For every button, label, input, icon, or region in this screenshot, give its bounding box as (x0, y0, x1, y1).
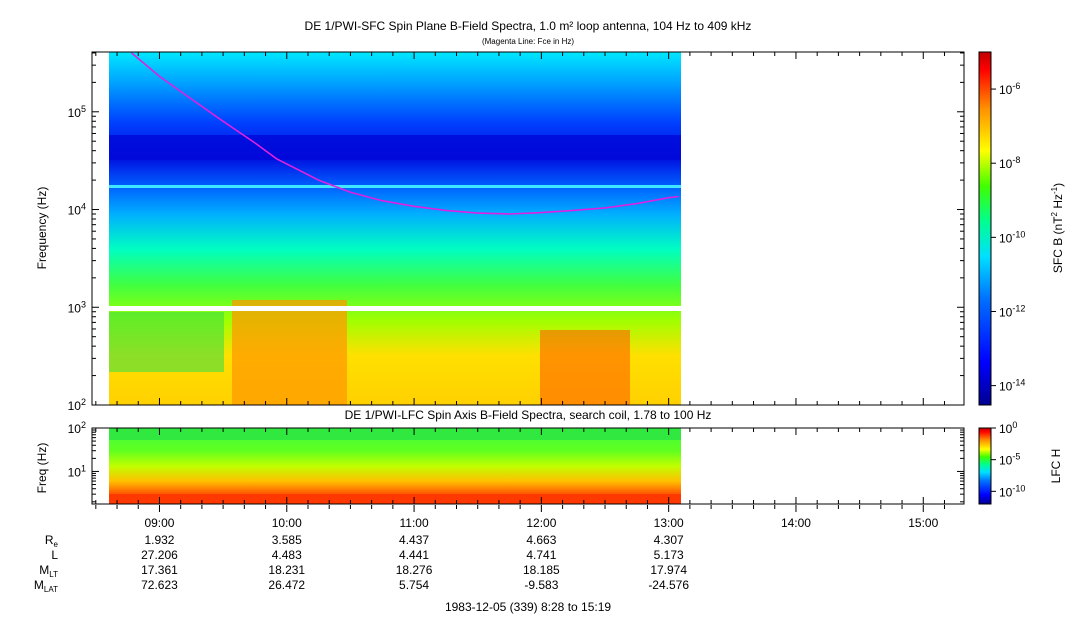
sfc-spectrogram-panel: 102 103 104 105 Frequency (Hz) (35, 51, 965, 413)
xtick-label: 12:00 (526, 516, 556, 530)
sfc-ylabel: Frequency (Hz) (35, 187, 49, 270)
ephemeris-value: 17.974 (650, 563, 687, 577)
ephemeris-value: 4.441 (399, 548, 429, 562)
ephemeris-value: 4.741 (526, 548, 556, 562)
sfc-ytick-label: 104 (68, 202, 86, 218)
lfc-colorbar-scale (978, 427, 992, 505)
ephemeris-value: 26.472 (268, 578, 305, 592)
lfc-ylabel: Freq (Hz) (35, 443, 49, 494)
sfc-title: DE 1/PWI-SFC Spin Plane B-Field Spectra,… (305, 19, 752, 33)
lfc-spectrogram-panel: 101 102 Freq (Hz) (35, 420, 965, 505)
xtick-label: 11:00 (399, 516, 428, 530)
sfc-axes-frame (91, 51, 965, 406)
ephemeris-value: 1.932 (144, 533, 174, 547)
lfc-ytick-label: 102 (68, 420, 86, 436)
ephemeris-table: Re 1.932 3.585 4.437 4.663 4.307 L 27.206 4.483 4… (34, 533, 689, 594)
fce-line (130, 52, 679, 215)
ephemeris-value: 4.663 (526, 533, 556, 547)
ephemeris-value: 4.437 (399, 533, 429, 547)
ephemeris-row-label: L (51, 548, 58, 562)
ephemeris-value: 72.623 (141, 578, 178, 592)
colorbar-tick-label: 10-10 (999, 483, 1025, 499)
sfc-ytick-label: 102 (68, 397, 86, 413)
sfc-colorbar-label: SFC B (nT2 Hz-1) (1050, 183, 1065, 273)
ephemeris-value: 27.206 (141, 548, 178, 562)
colorbar-tick-label: 10-5 (999, 452, 1020, 468)
colorbar-tick-label: 100 (999, 420, 1017, 436)
xtick-label: 14:00 (781, 516, 811, 530)
lfc-title: DE 1/PWI-LFC Spin Axis B-Field Spectra, … (345, 408, 712, 422)
lfc-colorbar-label: LFC H (1049, 449, 1063, 484)
sfc-ytick-label: 105 (68, 104, 86, 120)
colorbar-tick-label: 10-14 (999, 378, 1025, 394)
colorbar-tick-label: 10-8 (999, 155, 1020, 171)
ephemeris-value: 18.185 (523, 563, 560, 577)
sfc-band-line (109, 185, 681, 188)
lfc-spectrogram-image (109, 428, 681, 504)
sfc-colorbar: 10-6 10-8 10-10 10-12 10-14 SFC B (nT2 Hz-1) (978, 51, 1065, 406)
xtick-label: 10:00 (272, 516, 302, 530)
ephemeris-value: 18.276 (396, 563, 433, 577)
xtick-label: 15:00 (908, 516, 938, 530)
lfc-axes-frame (91, 427, 965, 505)
ephemeris-value: -24.576 (648, 578, 689, 592)
ephemeris-value: 18.231 (268, 563, 305, 577)
sfc-lowfreq-red (540, 330, 630, 405)
sfc-lowfreq-orange (232, 300, 347, 405)
footer-time-range: 1983-12-05 (339) 8:28 to 15:19 (445, 600, 611, 614)
xtick-label: 09:00 (144, 516, 174, 530)
ephemeris-value: 17.361 (141, 563, 178, 577)
sfc-colorbar-scale (978, 51, 992, 406)
ephemeris-value: 3.585 (272, 533, 302, 547)
ephemeris-value: 4.307 (654, 533, 684, 547)
lfc-band-bottom (109, 494, 681, 504)
ephemeris-row-label: Re (45, 533, 59, 549)
sfc-subtitle: (Magenta Line: Fce in Hz) (482, 37, 574, 46)
ephemeris-row-label: MLT (39, 563, 58, 579)
ephemeris-value: 5.754 (399, 578, 429, 592)
ephemeris-value: -9.583 (524, 578, 558, 592)
time-axis: 09:00 10:00 11:00 12:00 13:00 14:00 15:00 (95, 52, 945, 530)
ephemeris-row-label: MLAT (34, 578, 58, 594)
lfc-band-top (109, 428, 681, 440)
colorbar-tick-label: 10-10 (999, 229, 1025, 245)
sfc-band-hiss (109, 135, 681, 160)
xtick-label: 13:00 (654, 516, 684, 530)
sfc-early-green (109, 312, 224, 372)
sfc-data-gap (109, 306, 681, 311)
lfc-colorbar: 100 10-5 10-10 LFC H (978, 420, 1063, 505)
lfc-ytick-label: 101 (68, 463, 86, 479)
sfc-ytick-label: 103 (68, 299, 86, 315)
colorbar-tick-label: 10-6 (999, 81, 1020, 97)
ephemeris-value: 5.173 (654, 548, 684, 562)
colorbar-tick-label: 10-12 (999, 303, 1025, 319)
ephemeris-value: 4.483 (272, 548, 302, 562)
